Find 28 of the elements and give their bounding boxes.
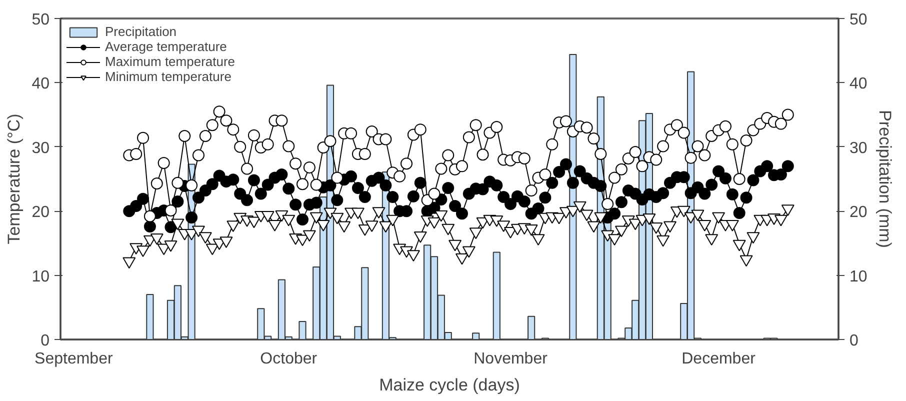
bar [528,316,536,340]
bar [146,294,154,340]
y-axis-title: Temperature (°C) [4,114,24,244]
y2-tick-label: 30 [850,140,868,157]
bar [492,252,500,340]
x-tick-label: October [260,350,318,368]
y2-tick-label: 10 [850,268,868,286]
y-tick-label: 30 [32,140,50,157]
y-tick-label: 20 [32,204,50,222]
legend-label: Minimum temperature [105,69,232,84]
bar [298,321,306,340]
y2-tick-label: 0 [850,332,858,350]
y2-tick-label: 20 [850,204,868,222]
legend-label: Maximum temperature [105,54,236,69]
legend-label: Average temperature [105,39,227,54]
x-tick-label: December [682,350,756,368]
y-tick-label: 40 [32,76,50,93]
x-tick-label: September [34,350,114,368]
x-axis-title: Maize cycle (days) [379,376,520,394]
bar [472,332,480,340]
y-tick-label: 0 [40,332,50,350]
y2-tick-label: 40 [850,76,868,93]
y-tick-label: 10 [32,268,50,286]
y2-tick-label: 50 [850,12,868,28]
legend-label: Precipitation [105,24,177,39]
x-tick-label: November [474,350,548,368]
y-tick-label: 50 [32,12,50,28]
y2-axis-title: Precipitation (mm) [875,110,894,248]
